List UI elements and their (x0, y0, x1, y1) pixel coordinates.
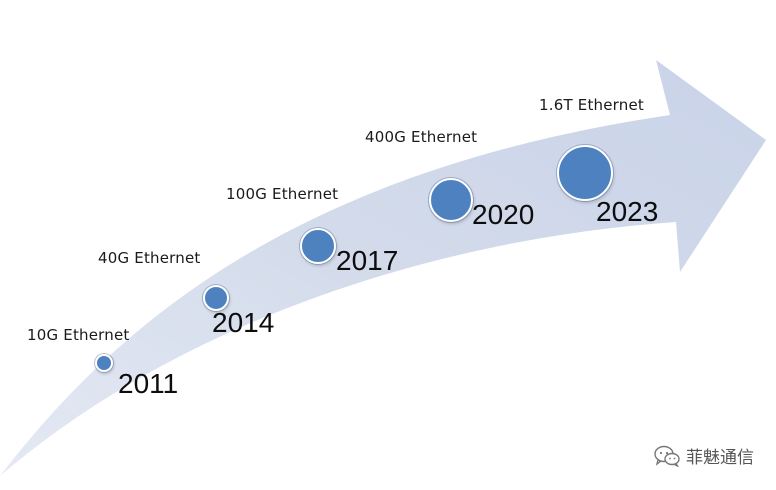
wechat-icon (654, 445, 680, 467)
milestone-dot-2020 (429, 178, 473, 222)
milestone-label-10g: 10G Ethernet (27, 326, 130, 344)
milestone-label-40g: 40G Ethernet (98, 249, 201, 267)
milestone-dot-2023 (557, 145, 613, 201)
milestone-label-1-6t: 1.6T Ethernet (539, 96, 644, 114)
watermark: 菲魅通信 (654, 443, 754, 468)
milestone-label-400g: 400G Ethernet (365, 128, 478, 146)
milestone-year-2023: 2023 (596, 196, 659, 227)
milestone-dot-2014 (203, 285, 229, 311)
watermark-text: 菲魅通信 (686, 448, 754, 468)
milestone-year-2014: 2014 (212, 307, 275, 338)
milestone-dot-2017 (300, 228, 336, 264)
milestone-year-2017: 2017 (336, 245, 399, 276)
milestone-year-2011: 2011 (118, 368, 179, 399)
milestone-label-100g: 100G Ethernet (226, 185, 339, 203)
milestone-year-2020: 2020 (472, 199, 535, 230)
milestone-dot-2011 (95, 354, 113, 372)
